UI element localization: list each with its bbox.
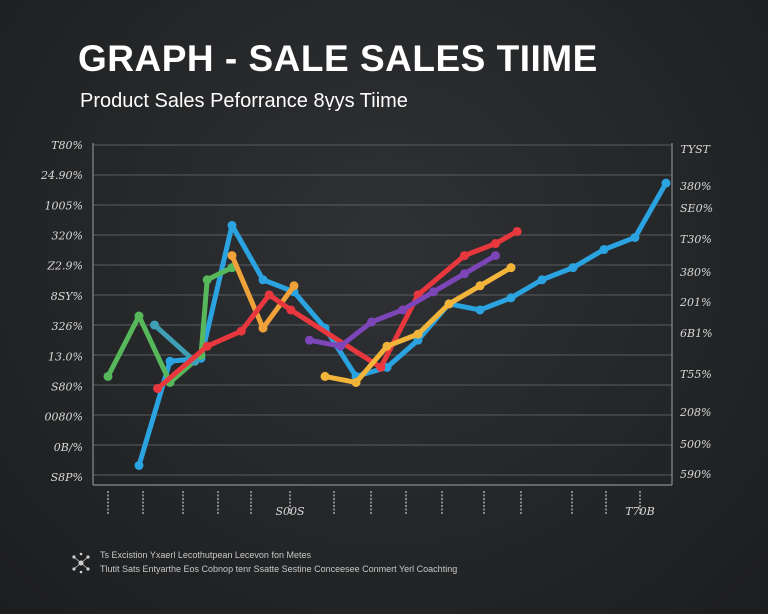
y-left-tick-label: S8P% [51, 471, 83, 484]
y-left-tick-label: S80% [51, 380, 83, 393]
data-point [367, 317, 376, 327]
y-left-tick-label: 0B/% [54, 441, 83, 454]
data-point [475, 281, 485, 291]
series-line [155, 228, 520, 391]
footer-line-1: Ts Excistion Yxaerl Lecothutpean Lecevon… [100, 550, 311, 560]
data-point [150, 320, 159, 330]
y-right-tick-label: 380% [680, 266, 711, 279]
y-right-tick-label: 6B1% [680, 327, 713, 340]
y-left-tick-label: 1005% [45, 199, 83, 212]
y-left-tick-label: 326% [52, 320, 83, 333]
data-point [568, 263, 578, 273]
data-point [153, 383, 163, 393]
data-point [264, 290, 274, 300]
y-right-tick-label: SE0% [680, 202, 713, 215]
data-point [376, 362, 386, 372]
data-point [491, 239, 500, 249]
data-point [202, 275, 212, 285]
data-point [134, 311, 144, 321]
data-point [630, 232, 640, 242]
y-right-tick-label: 500% [680, 438, 711, 451]
data-point [320, 371, 330, 381]
data-point [202, 341, 212, 351]
x-tick-label: S00S [275, 505, 305, 518]
data-point [398, 305, 407, 315]
data-point [599, 245, 609, 255]
data-point [227, 220, 237, 230]
network-icon [72, 552, 90, 574]
data-point [506, 263, 516, 273]
data-point [429, 287, 438, 297]
data-point [444, 299, 454, 309]
data-point [336, 341, 345, 351]
series-line [136, 180, 669, 468]
y-left-tick-label: 24.90% [40, 169, 83, 182]
data-point [506, 293, 516, 303]
data-point [134, 460, 144, 470]
data-point [512, 226, 522, 236]
data-point [537, 275, 547, 285]
y-right-tick-label: T55% [680, 368, 712, 381]
y-left-tick-label: 8SY% [51, 290, 83, 303]
data-point [413, 329, 423, 339]
y-left-tick-label: 320% [52, 230, 83, 243]
series-line [105, 265, 235, 385]
series-line [229, 253, 297, 331]
data-point [491, 251, 500, 261]
data-point [165, 356, 175, 366]
data-point [103, 371, 113, 381]
data-point [289, 281, 299, 291]
footer-line-2: Tlutit Sats Entyarthe Eos Cobnop tenr Ss… [100, 564, 458, 574]
data-point [351, 377, 361, 387]
y-left-tick-label: 0080% [45, 411, 83, 424]
data-point [460, 269, 469, 279]
data-point [475, 305, 485, 315]
data-point [661, 178, 671, 188]
chart-subtitle: Product Sales Peforrance 8ṿys Tiime [80, 90, 408, 112]
y-right-title: TYST [681, 143, 712, 156]
y-right-tick-label: 208% [679, 406, 711, 419]
y-right-tick-label: 590% [680, 468, 711, 481]
series-line [152, 322, 198, 364]
y-right-tick-label: 201% [679, 296, 711, 309]
x-tick-label: T70B [625, 505, 654, 518]
y-right-tick-label: 380% [680, 180, 711, 193]
chart-title: GRAPH - SALE SALES TIIME [78, 38, 598, 79]
y-left-tick-label: 13.0% [48, 350, 83, 363]
y-left-tick-label: T80% [51, 139, 83, 152]
data-point [236, 326, 246, 336]
data-point [258, 275, 268, 285]
data-point [460, 251, 469, 261]
data-point [305, 335, 314, 345]
data-point [227, 251, 237, 261]
data-point [286, 305, 296, 315]
y-right-tick-label: T30% [680, 233, 712, 246]
data-point [382, 341, 392, 351]
y-left-tick-label: Z2.9% [46, 260, 83, 273]
series-line [307, 253, 498, 349]
data-point [258, 323, 268, 333]
